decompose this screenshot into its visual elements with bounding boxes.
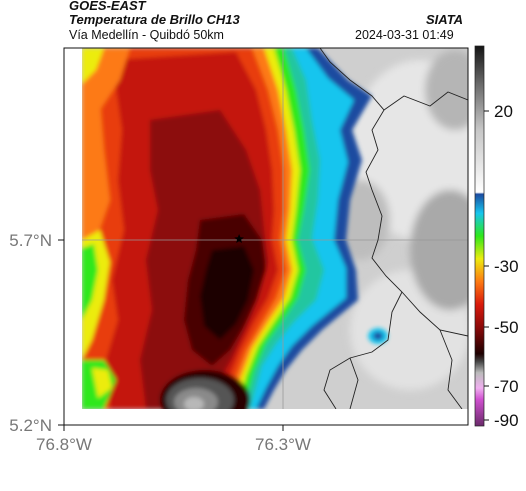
colorbar-tick-label: -90 <box>494 411 519 430</box>
agency-label: SIATA <box>426 12 464 27</box>
y-tick-label: 5.7°N <box>9 231 52 250</box>
x-axis: 76.8°W 76.3°W <box>36 425 311 454</box>
colorbar-tick-label: 20 <box>494 102 513 121</box>
y-axis: 5.7°N 5.2°N <box>9 231 64 435</box>
colorbar-tick-label: -30 <box>494 257 519 276</box>
marker-star-icon <box>234 234 244 243</box>
region-subtitle: Vía Medellín - Quibdó 50km <box>69 28 224 42</box>
x-tick-label: 76.8°W <box>36 435 92 454</box>
satellite-label: GOES-EAST <box>69 0 146 13</box>
product-title: Temperatura de Brillo CH13 <box>69 12 240 27</box>
map-frame <box>63 47 469 426</box>
political-borders <box>319 48 468 409</box>
colorbar-tick-label: -50 <box>494 318 519 337</box>
colorbar-tick-label: -70 <box>494 377 519 396</box>
x-tick-label: 76.3°W <box>255 435 311 454</box>
timestamp: 2024-03-31 01:49 <box>355 28 454 42</box>
colorbar <box>474 45 485 427</box>
station-marker-star <box>234 234 244 243</box>
colorbar-ticks: 20 -30 -50 -70 -90 <box>484 102 519 430</box>
y-tick-label: 5.2°N <box>9 416 52 435</box>
brightness-temperature-imagery <box>82 48 468 409</box>
